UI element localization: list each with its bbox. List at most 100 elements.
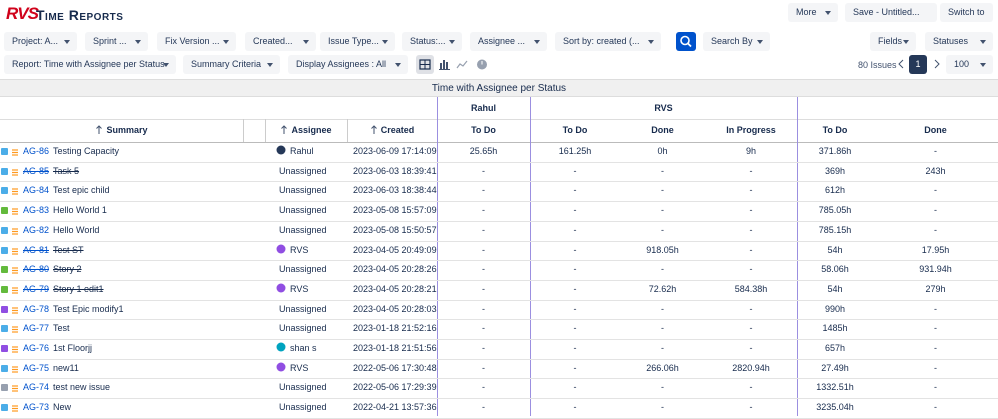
page-number[interactable]: 1 bbox=[909, 55, 927, 74]
time-cell: - bbox=[934, 343, 937, 353]
caret bbox=[303, 40, 309, 44]
time-cell: 9h bbox=[745, 146, 756, 156]
summary-cell: AG-76 1st Floorjj bbox=[0, 339, 243, 359]
issue-key[interactable]: AG-83 bbox=[23, 205, 50, 216]
issue-key[interactable]: AG-85 bbox=[23, 165, 50, 176]
filter-dropdown[interactable]: Fix Version ... bbox=[157, 32, 236, 51]
filter-dropdown[interactable]: Project: A... bbox=[4, 32, 77, 51]
time-cell: - bbox=[573, 224, 577, 235]
column-label: To Do bbox=[822, 125, 848, 135]
view-switcher[interactable] bbox=[416, 55, 492, 74]
header-button[interactable]: Save - Untitled... bbox=[845, 3, 937, 22]
created-cell: 2023-06-03 18:38:44 bbox=[353, 185, 437, 196]
issue-key[interactable]: AG-76 bbox=[23, 343, 50, 353]
column-header[interactable]: Created bbox=[347, 119, 437, 142]
issue-summary: Task 5 bbox=[53, 165, 80, 176]
assignee-cell: Unassigned bbox=[279, 181, 349, 201]
issue-key[interactable]: AG-86 bbox=[23, 146, 50, 156]
time-cell: - bbox=[573, 165, 577, 176]
time-cell: 612h bbox=[824, 185, 846, 196]
row-rule bbox=[0, 181, 998, 183]
time-cell: - bbox=[482, 264, 485, 275]
assignee-cell: shan s bbox=[276, 339, 346, 359]
time-cell: - bbox=[482, 382, 485, 393]
assignee-cell: Unassigned bbox=[279, 260, 349, 280]
issue-key[interactable]: AG-79 bbox=[23, 283, 50, 294]
time-cell: - bbox=[573, 205, 577, 216]
issue-key[interactable]: AG-81 bbox=[23, 244, 50, 255]
time-cell: 25.65h bbox=[469, 146, 498, 156]
time-cell: - bbox=[573, 244, 577, 255]
issue-key[interactable]: AG-77 bbox=[23, 323, 50, 334]
sort-arrow bbox=[281, 125, 288, 134]
row-rule bbox=[0, 398, 998, 400]
button-label: Created... bbox=[253, 36, 293, 46]
assignee-name: Rahul bbox=[290, 146, 314, 156]
time-cell: - bbox=[934, 185, 937, 196]
issue-summary: New bbox=[53, 402, 72, 413]
column-header[interactable]: To Do bbox=[530, 119, 620, 142]
issue-icons bbox=[1, 305, 18, 314]
filter-dropdown[interactable]: Status:... bbox=[402, 32, 462, 51]
time-cell: - bbox=[749, 165, 753, 176]
summary-cell: AG-78 Test Epic modify1 bbox=[0, 300, 243, 320]
time-cell: - bbox=[749, 402, 753, 413]
button-label: Fields bbox=[878, 36, 903, 46]
time-cell: 785.15h bbox=[818, 224, 852, 235]
assignee-cell: Unassigned bbox=[279, 319, 349, 339]
assignee-cell: Rahul bbox=[276, 142, 346, 162]
column-header[interactable]: Assignee bbox=[265, 119, 347, 142]
created-cell: 2022-04-21 13:57:36 bbox=[353, 402, 437, 413]
next-page[interactable] bbox=[933, 57, 941, 71]
filter-dropdown[interactable]: Sprint ... bbox=[85, 32, 148, 51]
avatar bbox=[276, 145, 286, 155]
issue-icons bbox=[1, 384, 18, 392]
summary-criteria[interactable]: Summary Criteria bbox=[183, 55, 280, 74]
header-button[interactable]: Switch to bbox=[940, 3, 993, 22]
button-label: Report: Time with Assignee per Status bbox=[12, 59, 165, 69]
column-header[interactable]: To Do bbox=[797, 119, 873, 142]
issue-key[interactable]: AG-84 bbox=[23, 185, 50, 196]
assignee-cell: RVS bbox=[276, 241, 346, 261]
time-cell: 161.25h bbox=[558, 146, 592, 156]
report-select[interactable]: Report: Time with Assignee per Status bbox=[4, 55, 176, 74]
issue-key[interactable]: AG-75 bbox=[23, 362, 50, 373]
fields-button[interactable]: Fields bbox=[870, 32, 916, 51]
column-label: Created bbox=[380, 125, 415, 135]
column-header[interactable]: Done bbox=[873, 119, 998, 142]
prev-page[interactable] bbox=[897, 57, 905, 71]
created-cell: 2023-04-05 20:28:03 bbox=[353, 303, 437, 314]
button-label: Sprint ... bbox=[93, 36, 127, 46]
issue-key[interactable]: AG-78 bbox=[23, 303, 50, 314]
assignee-cell: Unassigned bbox=[279, 201, 349, 221]
summary-cell: AG-75 new11 bbox=[0, 359, 243, 379]
caret bbox=[223, 40, 229, 44]
filter-dropdown[interactable]: Assignee ... bbox=[470, 32, 547, 51]
filter-dropdown[interactable]: Sort by: created (... bbox=[555, 32, 661, 51]
filter-dropdown[interactable]: Issue Type... bbox=[320, 32, 395, 51]
caret bbox=[163, 63, 169, 67]
column-header[interactable]: Summary bbox=[0, 119, 243, 142]
time-cell: 58.06h bbox=[821, 264, 849, 275]
issue-summary: Testing Capacity bbox=[53, 146, 120, 156]
issue-key[interactable]: AG-80 bbox=[23, 264, 50, 275]
row-rule bbox=[0, 240, 998, 242]
column-header[interactable]: In Progress bbox=[705, 119, 797, 142]
page-size[interactable]: 100 bbox=[946, 55, 993, 74]
search-by[interactable]: Search By bbox=[703, 32, 770, 51]
filter-dropdown[interactable]: Created... bbox=[245, 32, 316, 51]
display-assignees[interactable]: Display Assignees : All bbox=[288, 55, 408, 74]
issue-key[interactable]: AG-82 bbox=[23, 224, 50, 235]
issue-key[interactable]: AG-73 bbox=[23, 402, 50, 413]
column-header[interactable]: Done bbox=[620, 119, 705, 142]
time-cell: 1332.51h bbox=[816, 382, 854, 393]
issue-key[interactable]: AG-74 bbox=[23, 382, 50, 393]
summary-cell: AG-81 Test ST bbox=[0, 241, 243, 261]
time-cell: - bbox=[482, 165, 485, 176]
column-header[interactable]: To Do bbox=[437, 119, 530, 142]
assignee-name: Unassigned bbox=[279, 382, 327, 393]
statuses-button[interactable]: Statuses bbox=[925, 32, 993, 51]
assignee-name: Unassigned bbox=[279, 185, 327, 196]
header-button[interactable]: More bbox=[788, 3, 838, 22]
search-button[interactable] bbox=[676, 32, 696, 51]
